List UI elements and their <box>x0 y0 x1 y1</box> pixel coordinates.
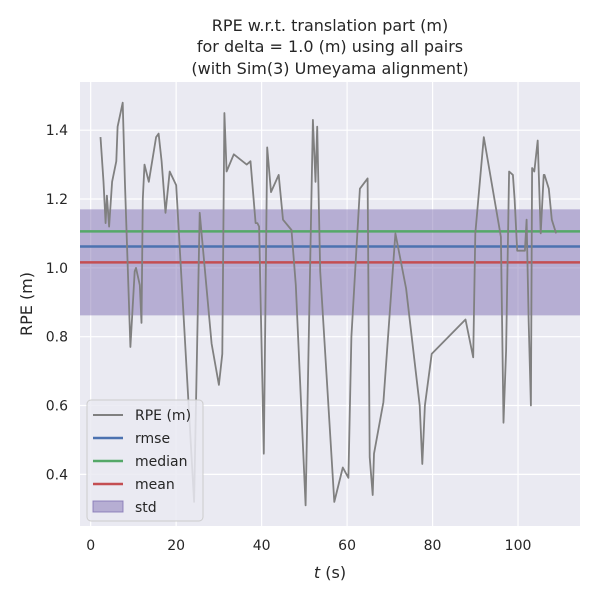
y-tick-label: 0.8 <box>46 330 68 346</box>
legend-label-std: std <box>135 500 157 516</box>
chart-title-line-3: (with Sim(3) Umeyama alignment) <box>191 59 468 78</box>
legend-label-rpe: RPE (m) <box>135 408 191 424</box>
y-tick-label: 1.4 <box>46 123 68 139</box>
stat-lines-layer <box>80 230 580 264</box>
x-axis-label: t (s) <box>314 563 346 582</box>
x-axis-label-var: t <box>314 563 321 582</box>
y-tick-label: 0.4 <box>46 467 68 483</box>
x-tick-label: 40 <box>253 538 271 554</box>
rpe-line <box>99 101 557 507</box>
y-tick-label: 1.0 <box>46 261 68 277</box>
legend-label-rmse: rmse <box>135 431 170 447</box>
rpe-series-layer <box>99 101 557 507</box>
chart-title-line-2: for delta = 1.0 (m) using all pairs <box>197 37 463 56</box>
y-tick-label: 0.6 <box>46 399 68 415</box>
legend-box <box>86 399 204 522</box>
y-tick-label: 1.2 <box>46 192 68 208</box>
x-axis-label-unit: (s) <box>320 563 346 582</box>
legend: RPE (m) rmse median mean std <box>86 399 204 522</box>
chart-title-line-1: RPE w.r.t. translation part (m) <box>212 16 448 35</box>
legend-label-mean: mean <box>135 477 175 493</box>
x-tick-label: 80 <box>424 538 442 554</box>
x-tick-label: 0 <box>86 538 95 554</box>
x-tick-label: 100 <box>505 538 532 554</box>
x-tick-label: 60 <box>338 538 356 554</box>
y-tick-labels: 0.4 0.6 0.8 1.0 1.2 1.4 <box>46 123 68 483</box>
x-tick-label: 20 <box>167 538 185 554</box>
y-axis-label: RPE (m) <box>17 272 36 336</box>
legend-swatch-std <box>92 500 124 513</box>
legend-label-median: median <box>135 454 187 470</box>
x-tick-labels: 0 20 40 60 80 100 <box>86 538 531 554</box>
